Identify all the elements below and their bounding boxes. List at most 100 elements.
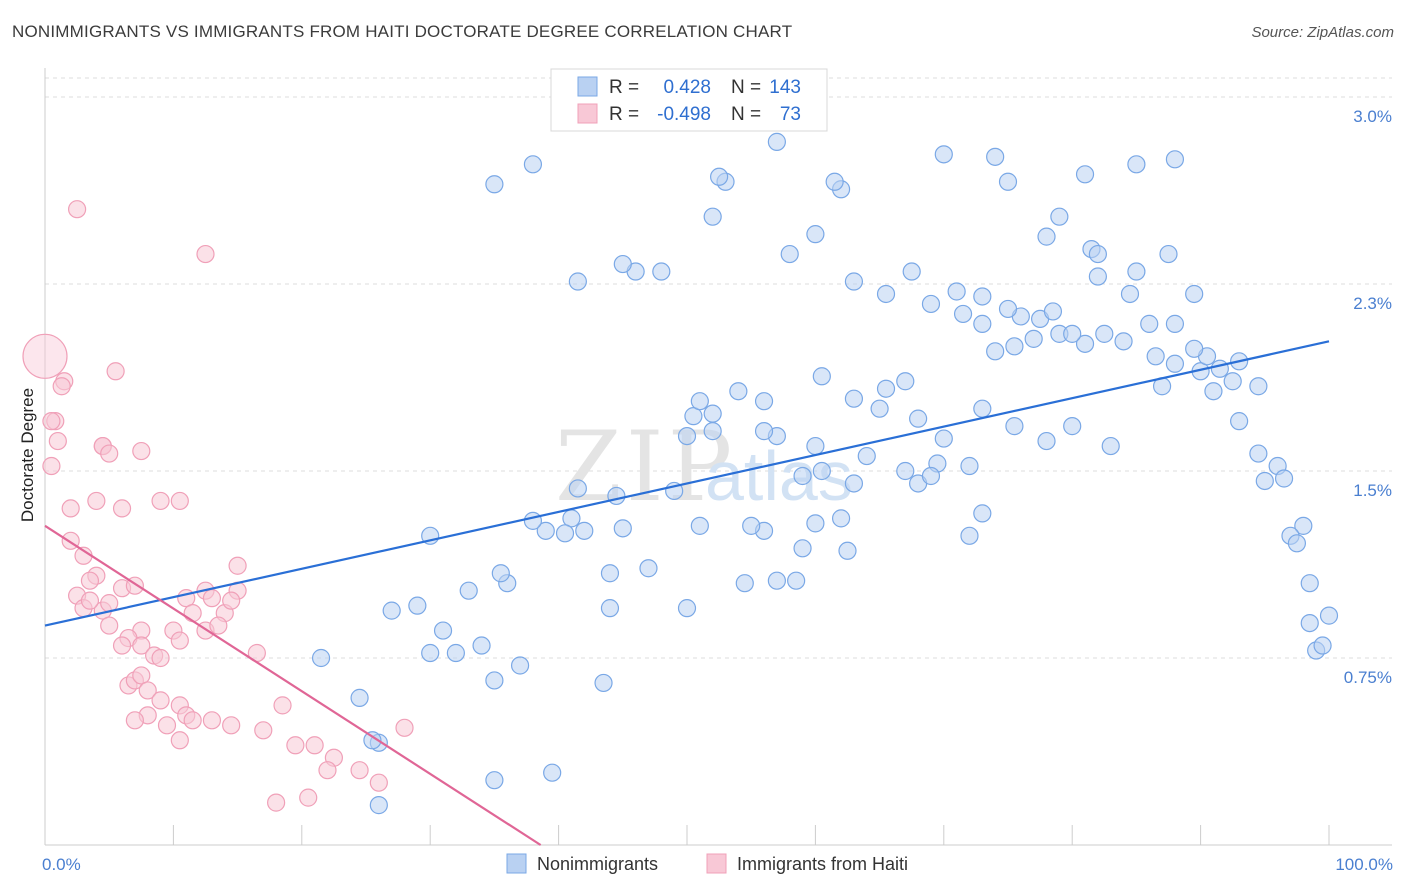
nonimmigrant-point [1037, 431, 1056, 451]
x-tick-label: 100.0% [1335, 855, 1393, 874]
nonimmigrant-point [709, 167, 729, 186]
haiti-immigrant-point [61, 499, 80, 518]
nonimmigrant-point [1088, 244, 1107, 264]
nonimmigrants-points [311, 99, 1339, 815]
nonimmigrant-point [998, 172, 1018, 191]
nonimmigrant-point [902, 262, 921, 281]
nonimmigrant-point [1063, 417, 1082, 436]
haiti-immigrant-point [132, 636, 151, 655]
nonimmigrant-point [491, 564, 510, 583]
nonimmigrant-point [767, 132, 786, 151]
nonimmigrant-point [1313, 636, 1332, 655]
nonimmigrant-point [1319, 606, 1339, 625]
haiti-immigrant-point [151, 648, 170, 668]
series-legend: Nonimmigrants Immigrants from Haiti [506, 853, 908, 874]
haiti-immigrant-point [183, 604, 202, 623]
haiti-immigrant-point [228, 556, 247, 575]
haiti-immigrant-point [170, 731, 189, 750]
nonimmigrant-point [793, 539, 812, 558]
legend-swatch-nonimmigrants [577, 76, 598, 97]
haiti-immigrant-point [183, 711, 202, 730]
nonimmigrant-point [684, 407, 703, 426]
haiti-immigrant-point [222, 716, 241, 735]
y-axis-title: Doctorate Degree [18, 388, 37, 522]
y-tick-label: 2.3% [1353, 294, 1392, 313]
legend-n-label-1: N = [731, 77, 761, 98]
haiti-immigrant-point [100, 444, 119, 463]
nonimmigrant-point [568, 479, 587, 498]
nonimmigrant-point [973, 287, 992, 306]
nonimmigrant-point [607, 486, 626, 506]
legend-r-label-2: R = [609, 104, 639, 125]
nonimmigrant-point [1146, 347, 1165, 366]
nonimmigrant-point [754, 392, 774, 411]
nonimmigrant-point [960, 526, 979, 545]
haiti-immigrant-point [112, 499, 132, 518]
legend-r-label-1: R = [609, 77, 639, 98]
nonimmigrant-point [1075, 334, 1095, 353]
nonimmigrants-trend-line [44, 340, 1330, 627]
nonimmigrant-point [1300, 574, 1319, 593]
haiti-trend-line [44, 524, 542, 846]
nonimmigrant-point [311, 648, 331, 668]
legend-n-value-2: 73 [780, 104, 801, 125]
nonimmigrant-point [690, 392, 709, 411]
haiti-immigrant-point [170, 491, 189, 511]
y-tick-label: 1.5% [1353, 481, 1392, 500]
nonimmigrant-point [1159, 244, 1178, 264]
x-tick-label: 0.0% [42, 855, 81, 874]
haiti-immigrant-point [273, 696, 292, 715]
nonimmigrant-point [703, 422, 722, 441]
nonimmigrant-point [1185, 339, 1204, 358]
nonimmigrant-point [998, 299, 1018, 319]
haiti-immigrant-point [209, 616, 228, 635]
nonimmigrant-point [1024, 329, 1043, 348]
nonimmigrant-point [363, 731, 382, 750]
nonimmigrant-point [1050, 207, 1069, 226]
nonimmigrant-point [1063, 324, 1082, 343]
nonimmigrant-point [408, 596, 427, 615]
nonimmigrant-point [1075, 165, 1095, 184]
haiti-immigrant-point [267, 793, 286, 812]
nonimmigrant-point [806, 225, 825, 244]
haiti-immigrant-point [100, 616, 119, 635]
nonimmigrant-point [838, 541, 857, 560]
nonimmigrant-point [934, 429, 953, 448]
nonimmigrant-point [690, 516, 709, 535]
nonimmigrant-point [1204, 382, 1223, 401]
nonimmigrant-point [677, 599, 697, 618]
trend-lines [44, 340, 1330, 846]
nonimmigrant-point [754, 422, 774, 441]
nonimmigrant-point [594, 673, 613, 693]
nonimmigrant-point [433, 621, 453, 640]
nonimmigrant-point [812, 367, 831, 386]
haiti-immigrant-point [138, 681, 157, 700]
immigrants-haiti-points [22, 200, 414, 812]
nonimmigrant-point [870, 399, 889, 418]
nonimmigrant-point [510, 656, 530, 675]
nonimmigrant-point [536, 521, 555, 540]
nonimmigrant-point [1165, 354, 1185, 373]
nonimmigrant-point [555, 524, 575, 543]
nonimmigrant-point [703, 404, 722, 423]
haiti-immigrant-point [106, 362, 125, 381]
nonimmigrant-point [613, 254, 632, 274]
axes [44, 68, 1392, 846]
nonimmigrant-point [806, 436, 825, 456]
nonimmigrant-point [953, 304, 973, 324]
nonimmigrant-point [350, 688, 369, 707]
nonimmigrant-point [812, 461, 831, 481]
haiti-immigrant-point [151, 691, 170, 710]
nonimmigrant-point [1185, 284, 1204, 304]
nonimmigrant-point [1294, 516, 1313, 535]
nonimmigrant-point [369, 796, 388, 815]
nonimmigrant-point [1230, 412, 1249, 431]
nonimmigrant-point [742, 516, 761, 535]
haiti-immigrant-point [157, 716, 177, 735]
nonimmigrant-point [1037, 227, 1056, 246]
haiti-immigrant-point [202, 589, 222, 608]
nonimmigrant-point [485, 671, 504, 690]
nonimmigrant-point [1127, 262, 1146, 281]
haiti-immigrant-point [80, 571, 100, 590]
